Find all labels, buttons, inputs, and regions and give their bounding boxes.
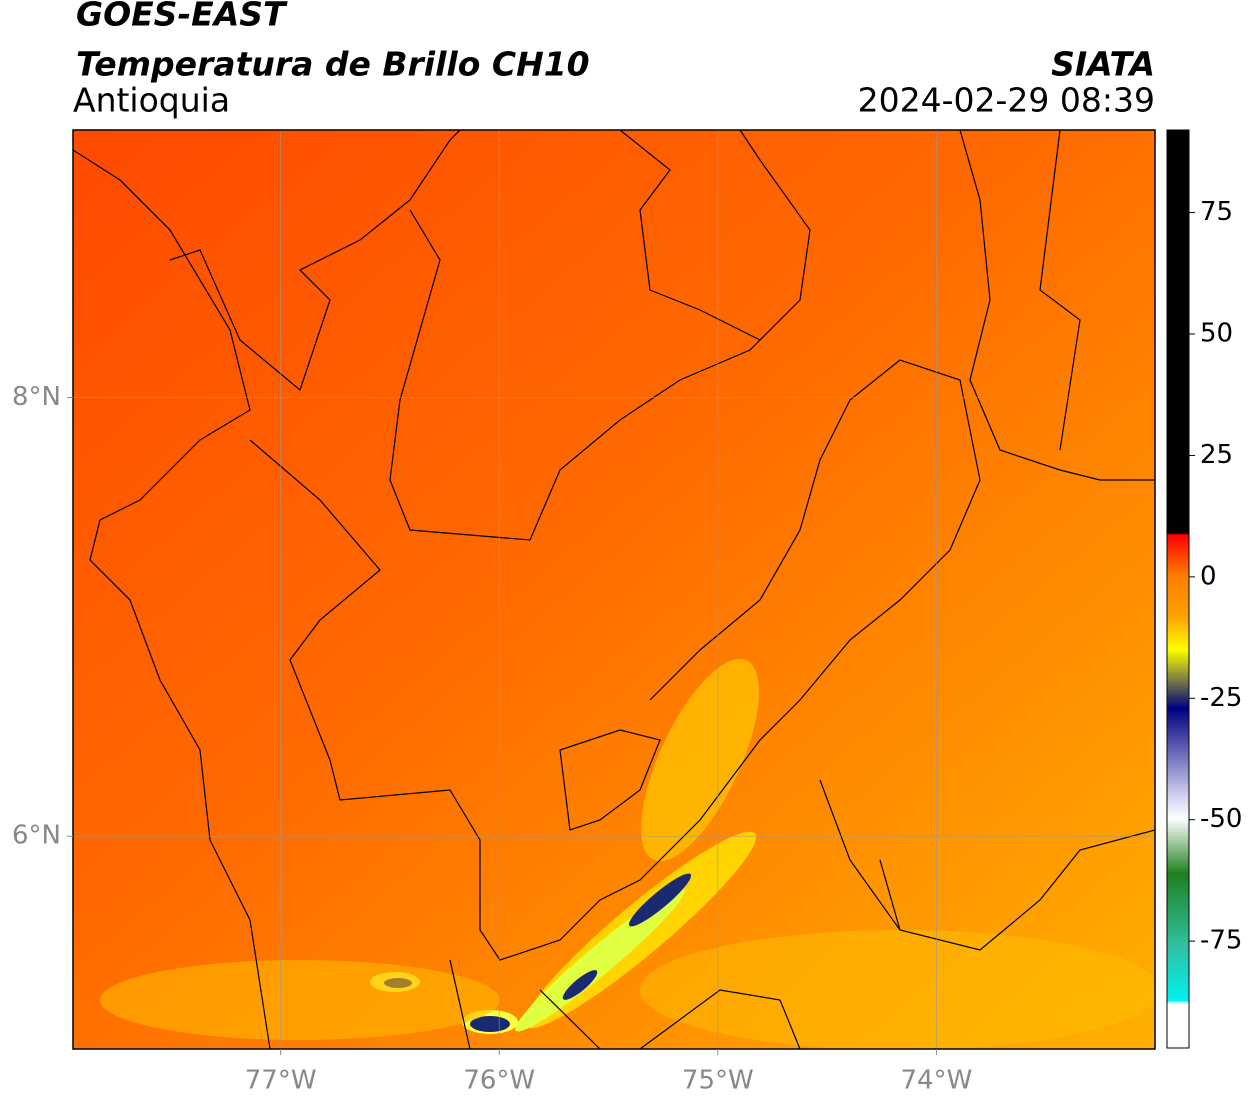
- x-tick-label: 76°W: [463, 1066, 535, 1096]
- y-tick-label: 8°N: [12, 382, 61, 412]
- colorbar-tick-label: -75: [1200, 926, 1242, 956]
- colorbar-tick-label: 50: [1200, 319, 1233, 349]
- x-tick-label: 74°W: [901, 1066, 973, 1096]
- map-image: [73, 130, 1155, 1049]
- x-tick-label: 75°W: [682, 1066, 754, 1096]
- colorbar-tick-label: 75: [1200, 197, 1233, 227]
- x-tick-label: 77°W: [245, 1066, 317, 1096]
- colorbar-tick-label: 25: [1200, 440, 1233, 470]
- title: GOES-EAST: [76, 0, 288, 34]
- datetime: 2024-02-29 08:39: [858, 81, 1155, 120]
- colorbar-tick-label: -50: [1200, 804, 1242, 834]
- source: SIATA: [1051, 45, 1155, 84]
- colorbar-tick-label: 0: [1200, 561, 1217, 591]
- colorbar: [1166, 129, 1190, 1049]
- colorbar-tick-label: -25: [1200, 683, 1242, 713]
- y-tick-label: 6°N: [12, 821, 61, 851]
- region: Antioquia: [73, 81, 230, 120]
- map-frame: [72, 129, 1156, 1050]
- subtitle: Temperatura de Brillo CH10: [76, 45, 590, 84]
